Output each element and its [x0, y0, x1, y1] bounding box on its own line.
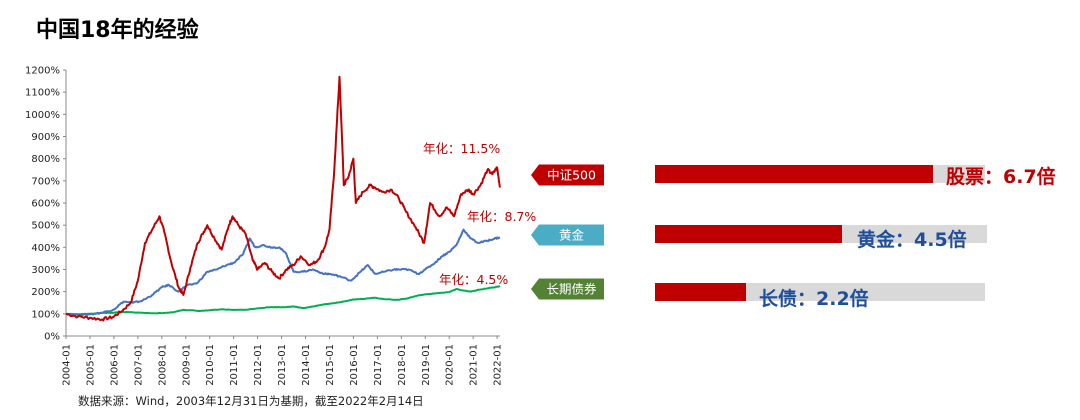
- bar: [655, 225, 842, 243]
- bond-line: [65, 285, 501, 316]
- x-tick-label: 2018-01: [397, 344, 408, 386]
- bar-track: [655, 225, 987, 243]
- x-tick-label: 2011-01: [229, 344, 240, 386]
- index-500-line: [65, 75, 501, 322]
- series-tag: [531, 164, 604, 186]
- x-tick-label: 2014-01: [301, 344, 312, 386]
- y-tick-label: 1100%: [25, 88, 60, 99]
- y-tick-label: 0%: [44, 332, 60, 343]
- x-tick-label: 2008-01: [157, 344, 168, 386]
- y-tick-label: 700%: [31, 176, 60, 187]
- source-note: 数据来源：Wind，2003年12月31日为基期，截至2022年2月14日: [78, 394, 424, 408]
- annualized-return-label: 年化：8.7%: [467, 209, 536, 224]
- series-tag: [531, 224, 604, 246]
- chart-lines: [65, 75, 501, 322]
- x-tick-label: 2015-01: [325, 344, 336, 386]
- x-tick-label: 2010-01: [205, 344, 216, 386]
- bar: [655, 283, 747, 301]
- x-tick-label: 2021-01: [469, 344, 480, 386]
- x-tick-label: 2020-01: [445, 344, 456, 386]
- y-tick-label: 1200%: [25, 66, 60, 77]
- gold-line: [65, 228, 501, 317]
- bar-value-label: 股票：6.7倍: [946, 166, 1056, 188]
- y-tick-label: 300%: [31, 265, 60, 276]
- x-tick-label: 2009-01: [181, 344, 192, 386]
- annualized-return-label: 年化：11.5%: [423, 141, 500, 156]
- bar: [655, 165, 933, 183]
- y-tick-label: 100%: [31, 309, 60, 320]
- chart-annotations: 年化：11.5% 年化：8.7% 年化：4.5%: [423, 141, 536, 287]
- bar-value-label: 黄金：4.5倍: [857, 229, 967, 251]
- x-tick-label: 2012-01: [253, 344, 264, 386]
- x-tick-label: 2022-01: [493, 344, 504, 386]
- chart-axes: 0% 100% 200% 300% 400% 500% 600% 700% 800% 900% 10…: [25, 66, 504, 386]
- x-tick-label: 2007-01: [133, 344, 144, 386]
- x-tick-label: 2005-01: [85, 344, 96, 386]
- bar-track: [655, 283, 985, 301]
- y-tick-label: 1000%: [25, 110, 60, 121]
- x-tick-label: 2019-01: [421, 344, 432, 386]
- bar-track: [655, 165, 985, 183]
- y-tick-label: 800%: [31, 154, 60, 165]
- y-tick-label: 200%: [31, 287, 60, 298]
- series-tag: [531, 278, 604, 300]
- series-tag-label: 长期债券: [546, 282, 597, 297]
- bar-value-label: 长债：2.2倍: [759, 288, 869, 310]
- y-tick-label: 400%: [31, 243, 60, 254]
- x-tick-label: 2017-01: [373, 344, 384, 386]
- annualized-return-label: 年化：4.5%: [439, 272, 508, 287]
- page-title: 中国18年的经验: [36, 18, 199, 43]
- y-tick-label: 500%: [31, 221, 60, 232]
- y-tick-label: 600%: [31, 199, 60, 210]
- x-tick-label: 2004-01: [62, 344, 73, 386]
- series-tag-label: 中证500: [547, 168, 596, 183]
- x-tick-label: 2006-01: [109, 344, 120, 386]
- y-tick-label: 900%: [31, 132, 60, 143]
- x-tick-label: 2013-01: [277, 344, 288, 386]
- series-tag-label: 黄金: [559, 228, 585, 243]
- x-tick-label: 2016-01: [349, 344, 360, 386]
